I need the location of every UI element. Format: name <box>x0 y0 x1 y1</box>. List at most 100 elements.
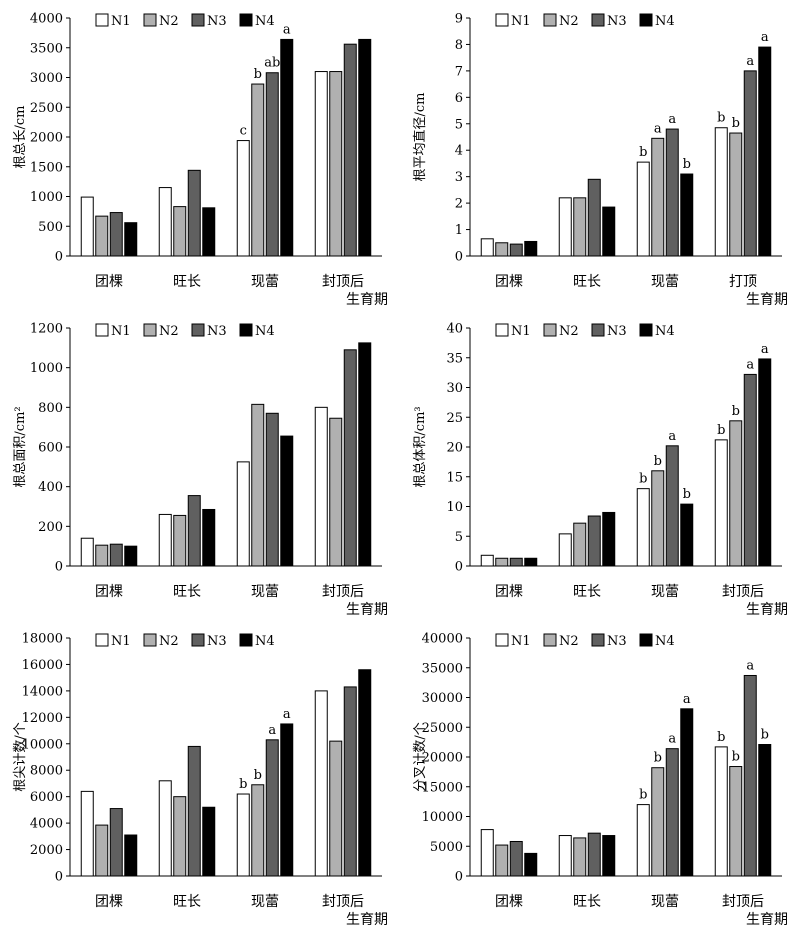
bar-n3 <box>665 748 679 877</box>
x-category-label: 旺长 <box>573 584 601 600</box>
y-tick-label: 1000 <box>30 190 63 205</box>
bar-n4 <box>202 806 216 877</box>
bar-significance-label: a <box>654 121 662 136</box>
legend-swatch-n4 <box>239 13 253 27</box>
bar-n4 <box>758 744 772 877</box>
y-tick-label: 10000 <box>422 810 463 825</box>
x-category-label: 旺长 <box>573 274 601 290</box>
x-category-label: 封顶后 <box>722 894 764 910</box>
bar-n4 <box>602 835 616 877</box>
bar-n3 <box>665 128 679 257</box>
bar-n2 <box>251 83 265 257</box>
x-category-label: 团棵 <box>495 584 523 600</box>
bar-n3 <box>343 686 357 877</box>
legend-label: N3 <box>607 14 627 29</box>
legend-swatch-n1 <box>495 13 509 27</box>
legend-label: N1 <box>511 14 531 29</box>
legend-label: N4 <box>655 324 675 339</box>
y-tick-label: 25000 <box>422 721 463 736</box>
y-tick-label: 1 <box>455 223 463 238</box>
y-tick-label: 16000 <box>22 658 63 673</box>
legend-swatch-n3 <box>591 13 605 27</box>
bar-n4 <box>202 508 216 567</box>
bar-n2 <box>495 844 509 877</box>
bar-significance-label: b <box>732 404 740 419</box>
y-tick-label: 5 <box>455 117 463 132</box>
y-tick-label: 0 <box>55 250 63 265</box>
y-tick-label: 1200 <box>30 322 63 337</box>
bar-n3 <box>743 674 757 877</box>
bar-significance-label: b <box>683 487 691 502</box>
bar-n2 <box>729 420 743 567</box>
bar-n1 <box>236 461 250 567</box>
y-tick-label: 0 <box>455 250 463 265</box>
legend-label: N2 <box>159 14 179 29</box>
y-tick-label: 5 <box>455 530 463 545</box>
y-tick-label: 35 <box>446 351 463 366</box>
bar-n2 <box>651 137 665 257</box>
y-tick-label: 4000 <box>30 817 63 832</box>
bar-n2 <box>495 557 509 567</box>
x-category-label: 团棵 <box>495 274 523 290</box>
legend-label: N3 <box>607 634 627 649</box>
bar-n2 <box>495 242 509 257</box>
bar-n3 <box>743 70 757 257</box>
bar-n1 <box>158 513 172 567</box>
bar-n1 <box>314 71 328 257</box>
y-tick-label: 8000 <box>30 764 63 779</box>
legend-swatch-n2 <box>143 633 157 647</box>
y-tick-label: 0 <box>55 560 63 575</box>
legend-swatch-n1 <box>495 633 509 647</box>
bar-significance-label: b <box>639 145 647 160</box>
x-category-label: 团棵 <box>495 894 523 910</box>
bar-significance-label: a <box>746 54 754 69</box>
bar-n3 <box>587 832 601 877</box>
x-category-label: 现蕾 <box>651 894 679 910</box>
legend-label: N3 <box>207 324 227 339</box>
y-tick-label: 40000 <box>422 632 463 647</box>
x-category-label: 旺长 <box>173 274 201 290</box>
bar-n1 <box>480 829 494 877</box>
bar-significance-label: a <box>668 732 676 747</box>
bar-n1 <box>480 238 494 257</box>
y-tick-label: 9 <box>455 12 463 27</box>
legend-swatch-n4 <box>639 633 653 647</box>
bar-n1 <box>558 533 572 567</box>
x-category-label: 现蕾 <box>251 274 279 290</box>
bar-n4 <box>680 708 694 877</box>
bar-n4 <box>524 240 538 257</box>
bar-significance-label: b <box>732 116 740 131</box>
bar-significance-label: a <box>746 658 754 673</box>
legend-swatch-n2 <box>543 323 557 337</box>
bar-n4 <box>680 173 694 257</box>
x-category-label: 旺长 <box>173 894 201 910</box>
chart-root-surface-area-svg: 0 200 400 600 800 1000 1200 根总面积/cm² 团棵 旺长 现蕾 封顶后生育… <box>13 322 388 619</box>
y-tick-label: 0 <box>455 870 463 885</box>
y-axis-title: 分叉计数/个 <box>413 722 428 791</box>
x-category-label: 封顶后 <box>322 894 364 910</box>
bar-significance-label: a <box>761 30 769 45</box>
bar-n3 <box>509 557 523 567</box>
x-category-label: 打顶 <box>729 273 757 290</box>
bar-significance-label: b <box>239 777 247 792</box>
legend-swatch-n3 <box>191 633 205 647</box>
bar-n4 <box>358 669 372 877</box>
y-tick-label: 3500 <box>30 41 63 56</box>
y-tick-label: 500 <box>38 220 63 235</box>
y-tick-label: 6000 <box>30 790 63 805</box>
bar-n2 <box>173 206 187 257</box>
bar-n2 <box>573 837 587 877</box>
y-tick-label: 2000 <box>30 131 63 146</box>
legend-swatch-n1 <box>95 633 109 647</box>
chart-root-mean-diameter: 0 1 2 3 4 5 6 7 8 9 根平均直径/cm 团棵 旺长 b a a b 现蕾 b b a a 打顶 生育期 N1 N… <box>400 0 800 310</box>
bar-n3 <box>265 412 279 567</box>
bar-significance-label: b <box>654 751 662 766</box>
x-category-label: 封顶后 <box>322 584 364 600</box>
bar-significance-label: a <box>668 112 676 127</box>
bar-n4 <box>280 38 294 257</box>
y-tick-label: 4 <box>455 144 463 159</box>
bar-n2 <box>251 784 265 877</box>
y-tick-label: 6 <box>455 91 463 106</box>
x-axis-title: 生育期 <box>346 912 388 928</box>
bar-n2 <box>651 767 665 877</box>
